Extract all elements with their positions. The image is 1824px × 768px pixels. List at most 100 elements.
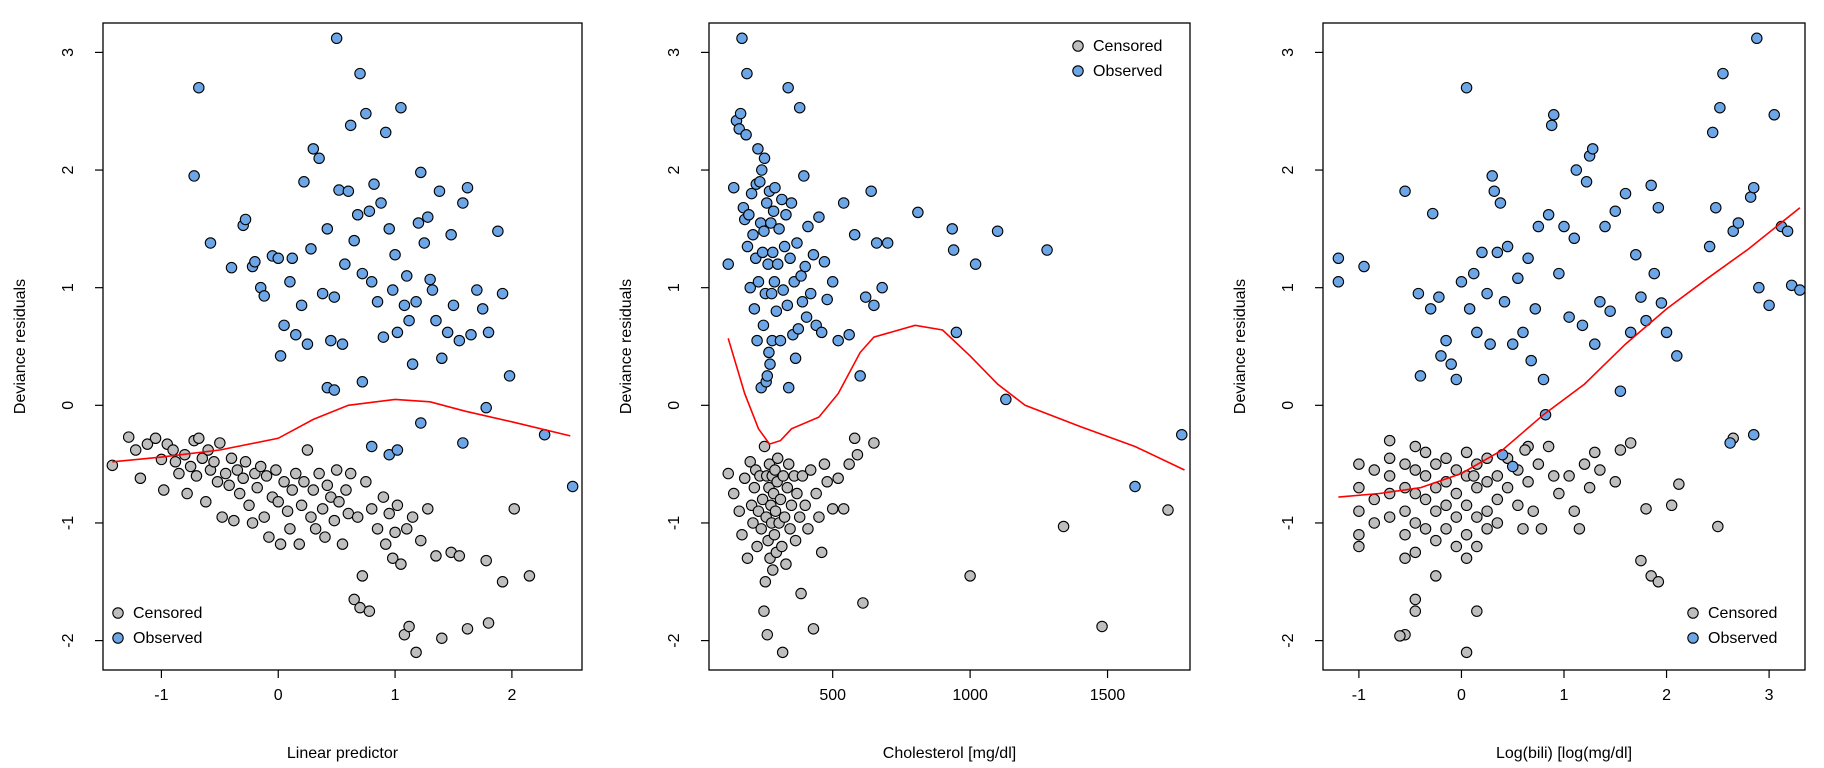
observed-point [1703,240,1716,253]
legend-label: Censored [1708,605,1777,622]
plot-frame [708,22,1191,671]
observed-point [1426,207,1439,220]
observed-point [769,181,781,194]
censored-point [344,467,357,480]
observed-point [1532,220,1545,233]
y-tick-label: 1 [1280,283,1297,292]
censored-point [233,487,246,500]
x-tick-label: 3 [1765,687,1774,704]
observed-point [298,176,310,188]
censored-point [219,467,232,480]
legend-marker [1687,632,1699,644]
observed-point [1706,126,1719,139]
observed-point [785,197,798,209]
y-tick-label: 0 [60,401,77,410]
censored-point [1594,464,1606,476]
observed-point [881,237,894,249]
plot-frame [102,22,583,671]
observed-point [758,225,770,237]
observed-point [422,211,434,223]
censored-point [843,458,855,470]
observed-point [751,334,763,347]
observed-point [777,284,789,296]
y-axis-title: Deviance residuals [1232,279,1249,414]
observed-point [391,444,404,456]
observed-point [1476,246,1488,259]
censored-point [1057,520,1070,533]
observed-point [782,381,795,394]
censored-point [316,503,329,515]
censored-point [795,587,807,600]
censored-point [1578,458,1591,470]
observed-point [424,273,436,286]
censored-point [736,528,748,541]
observed-point [368,178,380,190]
observed-point [1671,350,1683,362]
observed-point [389,248,401,261]
observed-point [325,334,337,347]
observed-point [1594,296,1606,308]
observed-point [1586,143,1599,155]
observed-point [1744,191,1757,203]
censored-point [837,503,850,515]
observed-point [798,170,810,182]
observed-point [354,67,366,80]
observed-point [1498,296,1511,308]
observed-point [375,197,387,209]
observed-point [290,328,302,341]
censored-point [1460,446,1473,459]
censored-point [1471,481,1483,494]
observed-point [1724,437,1736,449]
censored-point [777,470,789,482]
censored-point [964,570,976,582]
censored-point [1460,552,1473,564]
censored-point [422,503,434,515]
observed-point [1517,326,1529,339]
observed-point [457,197,469,209]
censored-point [1491,470,1504,482]
y-axis-title: Deviance residuals [618,279,635,414]
observed-point [832,334,844,347]
observed-point [1714,101,1726,114]
observed-point [745,187,758,200]
censored-point [1501,481,1514,494]
censored-point [1542,440,1555,453]
observed-point [1332,276,1345,288]
observed-point [767,246,779,259]
censored-point [379,538,392,550]
observed-point [1794,284,1805,296]
censored-point [200,496,212,508]
observed-point [1655,297,1668,309]
censored-point [258,511,270,523]
legend-label: Censored [133,605,202,622]
observed-point [566,480,579,493]
censored-point [781,481,794,494]
censored-point [270,464,282,476]
observed-point [807,248,820,261]
observed-point [1568,232,1581,245]
censored-point [1368,517,1381,529]
observed-point [843,328,855,341]
observed-point [768,276,781,288]
censored-point [1430,570,1442,582]
censored-point [106,459,119,472]
censored-point [305,511,317,523]
censored-point [284,523,296,535]
observed-point [225,261,238,274]
observed-point [188,170,200,182]
observed-point [1435,350,1447,362]
observed-point [453,334,466,347]
observed-point [1433,291,1445,303]
observed-point [859,291,872,303]
censored-point [301,444,314,456]
observed-point [969,258,982,270]
observed-point [1525,354,1537,367]
censored-point [149,432,162,445]
observed-point [1768,109,1780,121]
censored-point [1481,476,1493,488]
observed-point [313,152,325,165]
observed-point [1660,326,1673,339]
censored-point [799,499,811,512]
censored-point [1665,499,1678,512]
observed-point [272,252,284,265]
